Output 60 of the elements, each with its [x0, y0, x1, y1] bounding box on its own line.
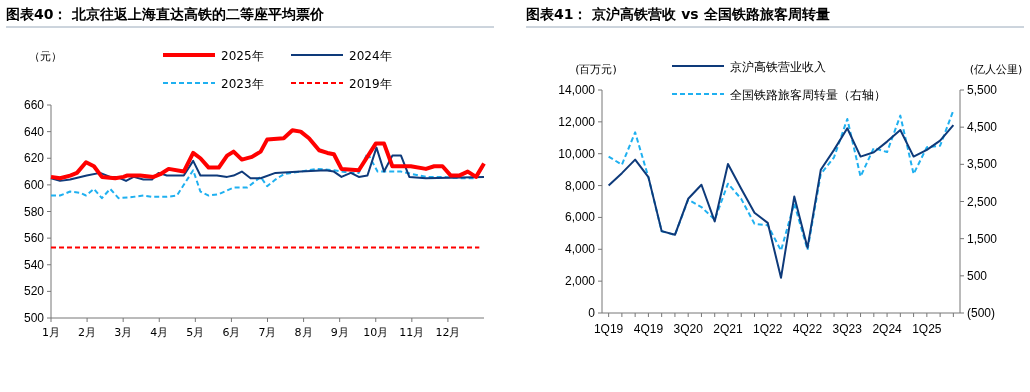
y-tick-label: 660	[23, 98, 45, 112]
y-axis-title: （元）	[28, 50, 62, 63]
x-tick-label: 9月	[330, 326, 349, 339]
line-series	[50, 146, 485, 182]
x-tick-label: 12月	[435, 326, 461, 339]
x-tick-label: 1Q22	[753, 322, 783, 336]
x-tick-label: 3Q23	[832, 322, 863, 336]
chart-title: 图表41： 京沪高铁营收 vs 全国铁路旅客周转量	[526, 6, 830, 22]
y-tick-label: 6,000	[564, 210, 596, 225]
y2-tick-label: 4,500	[967, 120, 998, 135]
y2-tick-label: 2,500	[967, 194, 998, 209]
y2-tick-label: 5,500	[967, 83, 998, 97]
line-series	[607, 124, 955, 279]
legend-label: 2025年	[221, 49, 264, 63]
x-tick-label: 1Q19	[593, 322, 624, 336]
x-tick-label: 2Q21	[713, 322, 743, 336]
x-tick-label: 6月	[222, 326, 241, 339]
legend-label: 2023年	[221, 77, 264, 91]
y-tick-label: 12,000	[558, 114, 596, 129]
x-tick-label: 1月	[42, 326, 60, 339]
y-tick-label: 520	[23, 284, 45, 299]
y2-tick-label: (500)	[967, 306, 996, 320]
y2-tick-label: 1,500	[967, 231, 998, 246]
x-tick-label: 4月	[150, 326, 169, 339]
y-tick-label: 500	[23, 311, 45, 325]
x-tick-label: 4Q22	[792, 322, 823, 336]
x-tick-label: 3月	[114, 326, 133, 339]
legend-label: 全国铁路旅客周转量（右轴）	[730, 88, 886, 102]
x-tick-label: 3Q20	[673, 322, 704, 336]
legend-label: 2019年	[349, 77, 392, 91]
chart-title: 图表40： 北京往返上海直达高铁的二等座平均票价	[6, 6, 326, 22]
y-tick-label: 540	[23, 257, 45, 272]
x-tick-label: 8月	[294, 326, 313, 339]
y-tick-label: 600	[23, 177, 45, 192]
x-tick-label: 11月	[399, 326, 425, 339]
line-series	[49, 128, 486, 181]
legend-label: 2024年	[349, 49, 392, 63]
y-tick-label: 10,000	[558, 146, 596, 161]
y-tick-label: 2,000	[564, 274, 596, 289]
x-tick-label: 2Q24	[872, 322, 903, 336]
y-tick-label: 560	[23, 231, 45, 246]
legend-label: 京沪高铁营业收入	[730, 60, 826, 74]
y-tick-label: 14,000	[558, 83, 596, 97]
y-tick-label: 640	[23, 124, 45, 139]
x-tick-label: 4Q19	[633, 322, 664, 336]
y-tick-label: 8,000	[564, 178, 596, 193]
y2-tick-label: 500	[967, 268, 988, 283]
x-tick-label: 10月	[363, 326, 389, 339]
x-tick-label: 7月	[258, 326, 277, 339]
y2-axis-title: (亿人公里)	[969, 63, 1023, 76]
x-tick-label: 5月	[186, 326, 205, 339]
y-tick-label: 4,000	[564, 242, 596, 257]
x-tick-label: 1Q25	[912, 322, 942, 336]
x-tick-label: 2月	[78, 326, 97, 339]
line-series	[607, 109, 955, 252]
y-tick-label: 580	[23, 204, 45, 219]
y-tick-label: 0	[588, 306, 596, 320]
y-axis-title: (百万元)	[575, 63, 617, 76]
y2-tick-label: 3,500	[967, 157, 998, 172]
y-tick-label: 620	[23, 151, 45, 166]
